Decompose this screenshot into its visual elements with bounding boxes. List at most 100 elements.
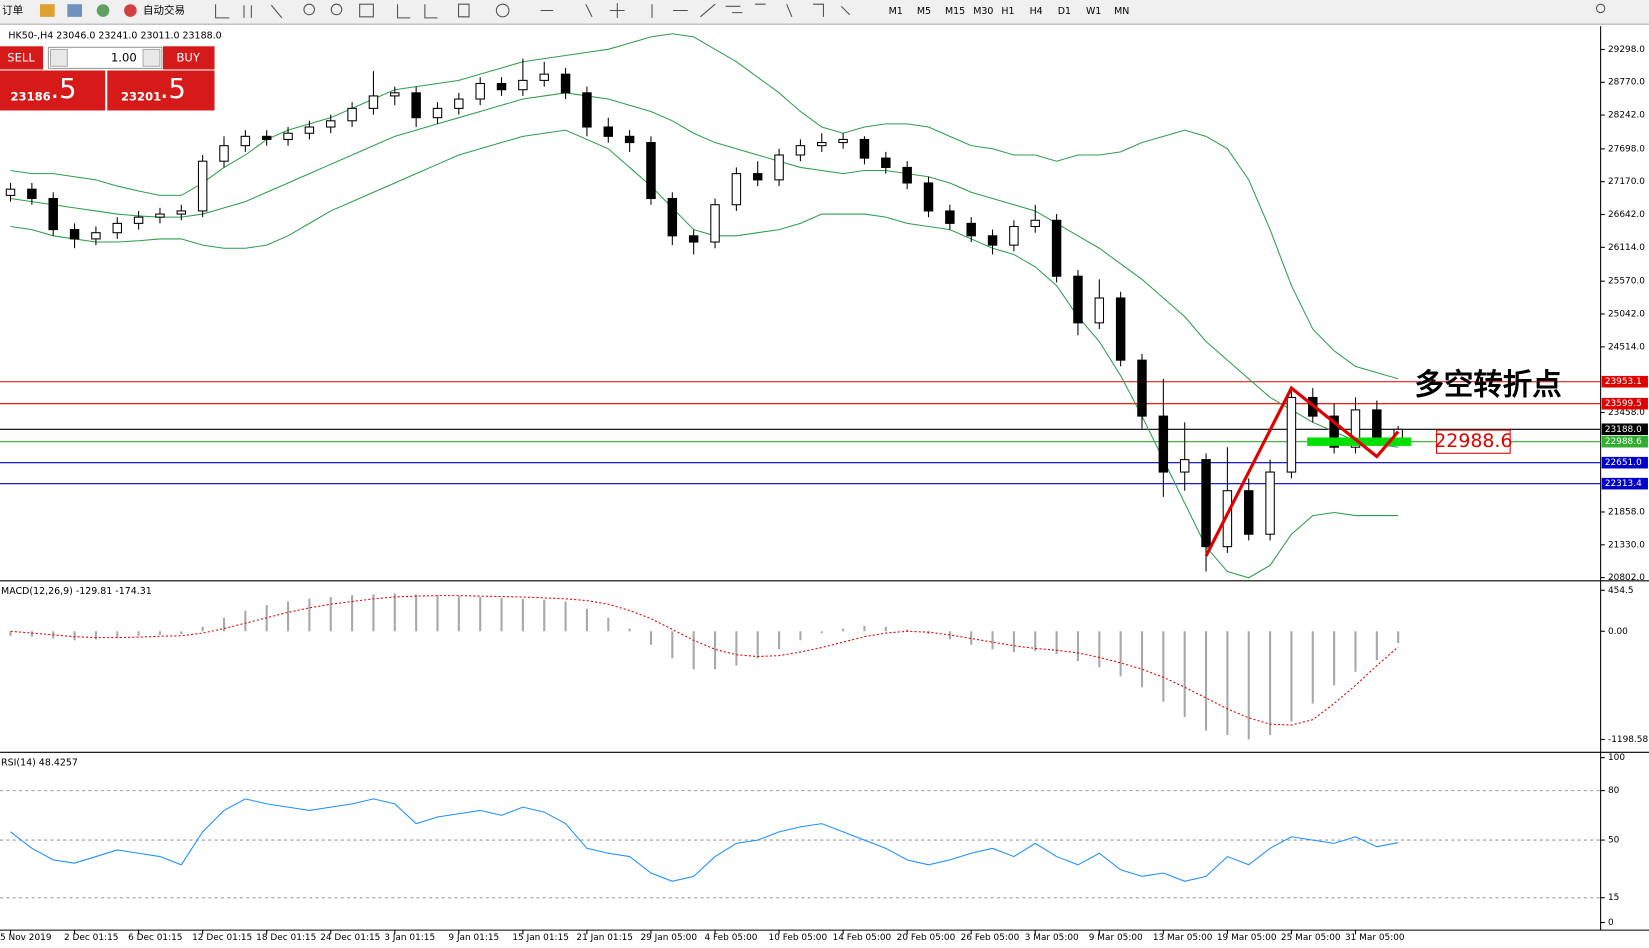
candle-body <box>240 135 251 147</box>
search-icon[interactable] <box>1595 3 1606 14</box>
icon[interactable] <box>397 3 554 19</box>
ask-box[interactable] <box>107 70 215 111</box>
level-label: 22651.0 <box>1605 458 1642 468</box>
icon[interactable] <box>585 3 851 18</box>
candle-body <box>902 166 912 184</box>
lot-down[interactable] <box>49 48 68 67</box>
candle-body <box>646 142 656 200</box>
candle-body <box>1222 490 1233 548</box>
x-tick-label: 3 Mar 05:00 <box>1025 933 1079 943</box>
candle-body <box>91 232 101 240</box>
icon[interactable] <box>495 3 510 18</box>
bid-box[interactable] <box>0 70 106 111</box>
candle-body <box>5 188 16 196</box>
x-tick-label: 10 Feb 05:00 <box>769 933 828 943</box>
x-tick-label: 21 Jan 01:15 <box>576 933 633 943</box>
y-tick-label: 25570.0 <box>1608 277 1645 287</box>
timeframe-button[interactable]: H1 <box>1001 6 1014 17</box>
x-tick-label: 12 Dec 01:15 <box>192 933 252 943</box>
candle-body <box>133 216 144 224</box>
timeframe-button[interactable]: M30 <box>973 6 993 17</box>
level-label: 22988.6 <box>1605 437 1642 447</box>
x-tick-label: 29 Jan 05:00 <box>640 933 697 943</box>
candle-body <box>475 82 485 100</box>
bid-pips: .5 <box>50 74 76 105</box>
candle-body <box>283 132 293 140</box>
candle-body <box>155 213 165 218</box>
timeframe-button[interactable]: D1 <box>1058 6 1071 17</box>
candle-body <box>1179 459 1190 473</box>
y-tick-label: 0 <box>1608 918 1614 928</box>
candle-body <box>432 107 443 119</box>
buy-button[interactable] <box>163 46 215 70</box>
lot-up[interactable] <box>142 48 161 67</box>
x-tick-label: 26 Feb 05:00 <box>961 933 1020 943</box>
level-tag <box>1601 477 1648 490</box>
candle-body <box>560 73 571 94</box>
candle-body <box>390 92 400 97</box>
sell-button[interactable] <box>0 46 44 70</box>
pivot-box <box>1436 429 1511 454</box>
candle-body <box>1009 225 1019 246</box>
candle-body <box>1115 297 1126 361</box>
x-tick-label: 5 Nov 2019 <box>0 933 52 943</box>
candle-body <box>1372 409 1382 439</box>
candle-body <box>624 135 635 144</box>
x-tick-label: 14 Feb 05:00 <box>833 933 892 943</box>
candle-body <box>411 92 421 119</box>
auto-trade-icon[interactable] <box>124 4 137 17</box>
x-tick-label: 15 Jan 01:15 <box>512 933 569 943</box>
candle-body <box>1094 297 1105 324</box>
candle-body <box>261 135 272 140</box>
icon[interactable] <box>359 3 374 18</box>
sell-label: SELL <box>7 50 35 64</box>
candle-body <box>923 182 934 212</box>
candle-body <box>1329 415 1339 448</box>
candle-body <box>368 95 379 109</box>
timeframe-button[interactable]: M1 <box>889 6 903 17</box>
x-tick-label: 6 Dec 01:15 <box>128 933 182 943</box>
candle-body <box>1158 415 1169 473</box>
icon[interactable] <box>330 3 343 16</box>
chart-area <box>0 26 1649 948</box>
lot-input[interactable] <box>47 46 163 69</box>
candle-body <box>197 160 208 212</box>
icon[interactable] <box>67 4 83 17</box>
x-tick-label: 4 Feb 05:00 <box>705 933 758 943</box>
icon[interactable] <box>39 4 55 17</box>
x-tick-label: 25 Mar 05:00 <box>1281 933 1341 943</box>
timeframe-button[interactable]: M5 <box>917 6 931 17</box>
level-tag <box>1601 435 1648 448</box>
lot-value: 1.00 <box>111 50 137 64</box>
y-tick-label: 28242.0 <box>1608 111 1645 121</box>
y-tick-label: 26114.0 <box>1608 243 1645 253</box>
icon[interactable] <box>303 3 315 16</box>
candle-body <box>112 222 122 234</box>
timeframe-button[interactable]: W1 <box>1086 6 1101 17</box>
candle-body <box>667 197 678 237</box>
y-tick-label: -1198.58 <box>1608 735 1648 745</box>
timeframe-button[interactable]: MN <box>1114 6 1129 17</box>
buy-label: BUY <box>177 50 201 64</box>
candle-body <box>582 92 592 128</box>
trade-panel: SELL 1.00 BUY 23186 .5 23201 .5 <box>0 46 215 111</box>
timeframe-button[interactable]: H4 <box>1030 6 1043 17</box>
level-tag <box>1601 397 1648 410</box>
candle-body <box>817 142 827 147</box>
pivot-label: 22988.6 <box>1434 430 1512 452</box>
auto-trade-button[interactable]: 自动交易 <box>143 4 185 17</box>
candle-body <box>1350 409 1361 448</box>
y-tick-label: 50 <box>1608 836 1620 846</box>
candle-body <box>774 154 784 181</box>
level-tag <box>1601 375 1648 388</box>
icon[interactable] <box>215 4 283 19</box>
new-order-button[interactable]: 订单 <box>2 5 23 17</box>
y-tick-label: 100 <box>1608 753 1625 763</box>
level-tag <box>1601 456 1648 469</box>
x-tick-label: 20 Feb 05:00 <box>897 933 956 943</box>
icon[interactable] <box>96 4 110 17</box>
y-tick-label: 28770.0 <box>1608 78 1645 88</box>
y-tick-label: 15 <box>1608 893 1619 903</box>
timeframe-button[interactable]: M15 <box>945 6 965 17</box>
